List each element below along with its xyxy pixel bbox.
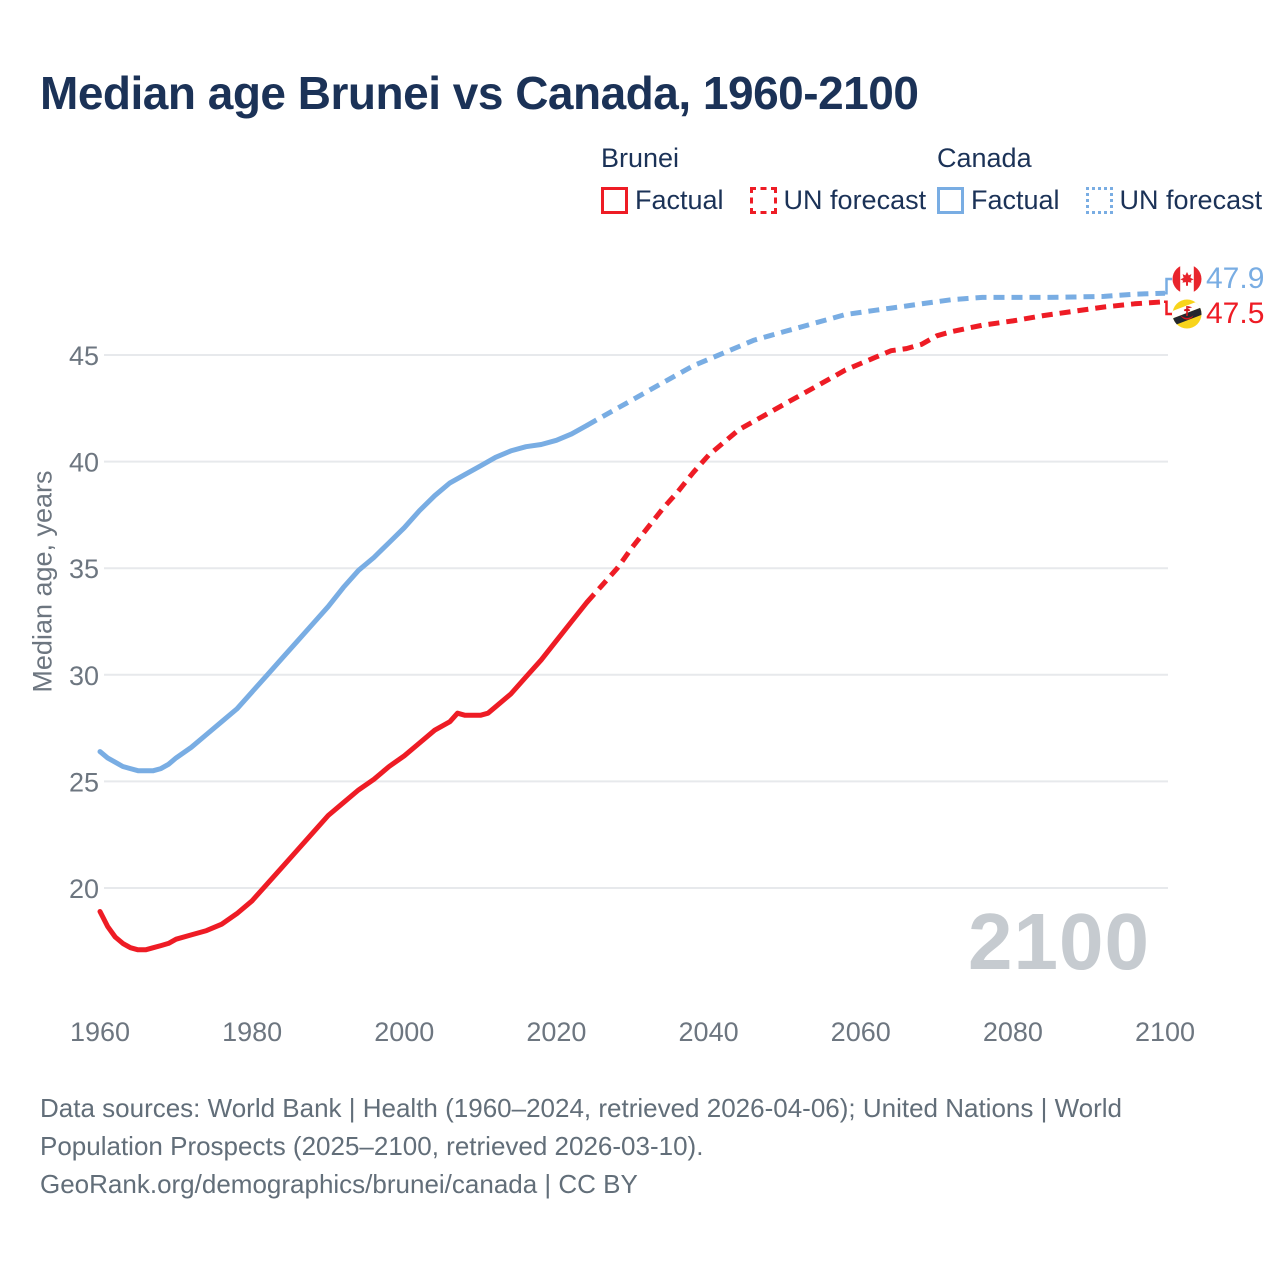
y-axis-title: Median age, years — [27, 470, 58, 693]
x-tick-2040: 2040 — [679, 1017, 739, 1047]
y-tick-35: 35 — [69, 554, 99, 584]
brunei-un-forecast-line — [585, 299, 1166, 604]
canada-un-forecast-line — [585, 290, 1166, 428]
end-value-canada: 47.9 — [1206, 262, 1265, 295]
footer-line-2: Population Prospects (2025–2100, retriev… — [40, 1131, 704, 1161]
legend-label-canada-forecast: UN forecast — [1119, 185, 1263, 215]
page-title: Median age Brunei vs Canada, 1960-2100 — [40, 67, 919, 119]
canada-factual-swatch-icon — [937, 187, 964, 214]
y-tick-40: 40 — [69, 448, 99, 478]
brunei-flag-icon — [1172, 299, 1202, 329]
watermark-year: 2100 — [968, 897, 1150, 986]
canada-forecast-swatch-icon — [1085, 187, 1113, 214]
y-tick-20: 20 — [69, 874, 99, 904]
end-value-brunei: 47.5 — [1206, 297, 1265, 330]
x-tick-1980: 1980 — [222, 1017, 282, 1047]
brunei-forecast-swatch-icon — [749, 187, 777, 214]
x-tick-2080: 2080 — [983, 1017, 1043, 1047]
x-tick-2060: 2060 — [831, 1017, 891, 1047]
footer-line-1: Data sources: World Bank | Health (1960–… — [40, 1093, 1123, 1123]
legend-row-brunei: Factual UN forecast — [601, 185, 952, 216]
legend-group-brunei: Brunei Factual UN forecast — [601, 144, 952, 216]
legend-row-canada: Factual UN forecast — [937, 185, 1280, 216]
legend-group-canada: Canada Factual UN forecast — [937, 144, 1280, 216]
canada-flag-icon — [1172, 264, 1202, 294]
brunei-factual-swatch-icon — [601, 187, 628, 214]
x-tick-1960: 1960 — [70, 1017, 130, 1047]
canada-factual-line — [97, 422, 590, 774]
brunei-label-connector — [1164, 300, 1172, 316]
footer-attribution: Data sources: World Bank | Health (1960–… — [40, 1089, 1122, 1203]
y-tick-30: 30 — [69, 661, 99, 691]
legend-header-canada: Canada — [937, 143, 1032, 173]
legend-label-brunei-forecast: UN forecast — [783, 185, 927, 215]
brunei-factual-line — [97, 599, 590, 953]
x-tick-2000: 2000 — [374, 1017, 434, 1047]
footer-line-3: GeoRank.org/demographics/brunei/canada |… — [40, 1169, 638, 1199]
canada-label-connector — [1164, 277, 1172, 295]
x-tick-2020: 2020 — [526, 1017, 586, 1047]
legend-label-brunei-factual: Factual — [635, 185, 724, 215]
legend-label-canada-factual: Factual — [971, 185, 1060, 215]
legend-header-brunei: Brunei — [601, 143, 680, 173]
y-tick-45: 45 — [69, 341, 99, 371]
x-tick-2100: 2100 — [1135, 1017, 1195, 1047]
y-tick-25: 25 — [69, 767, 99, 797]
